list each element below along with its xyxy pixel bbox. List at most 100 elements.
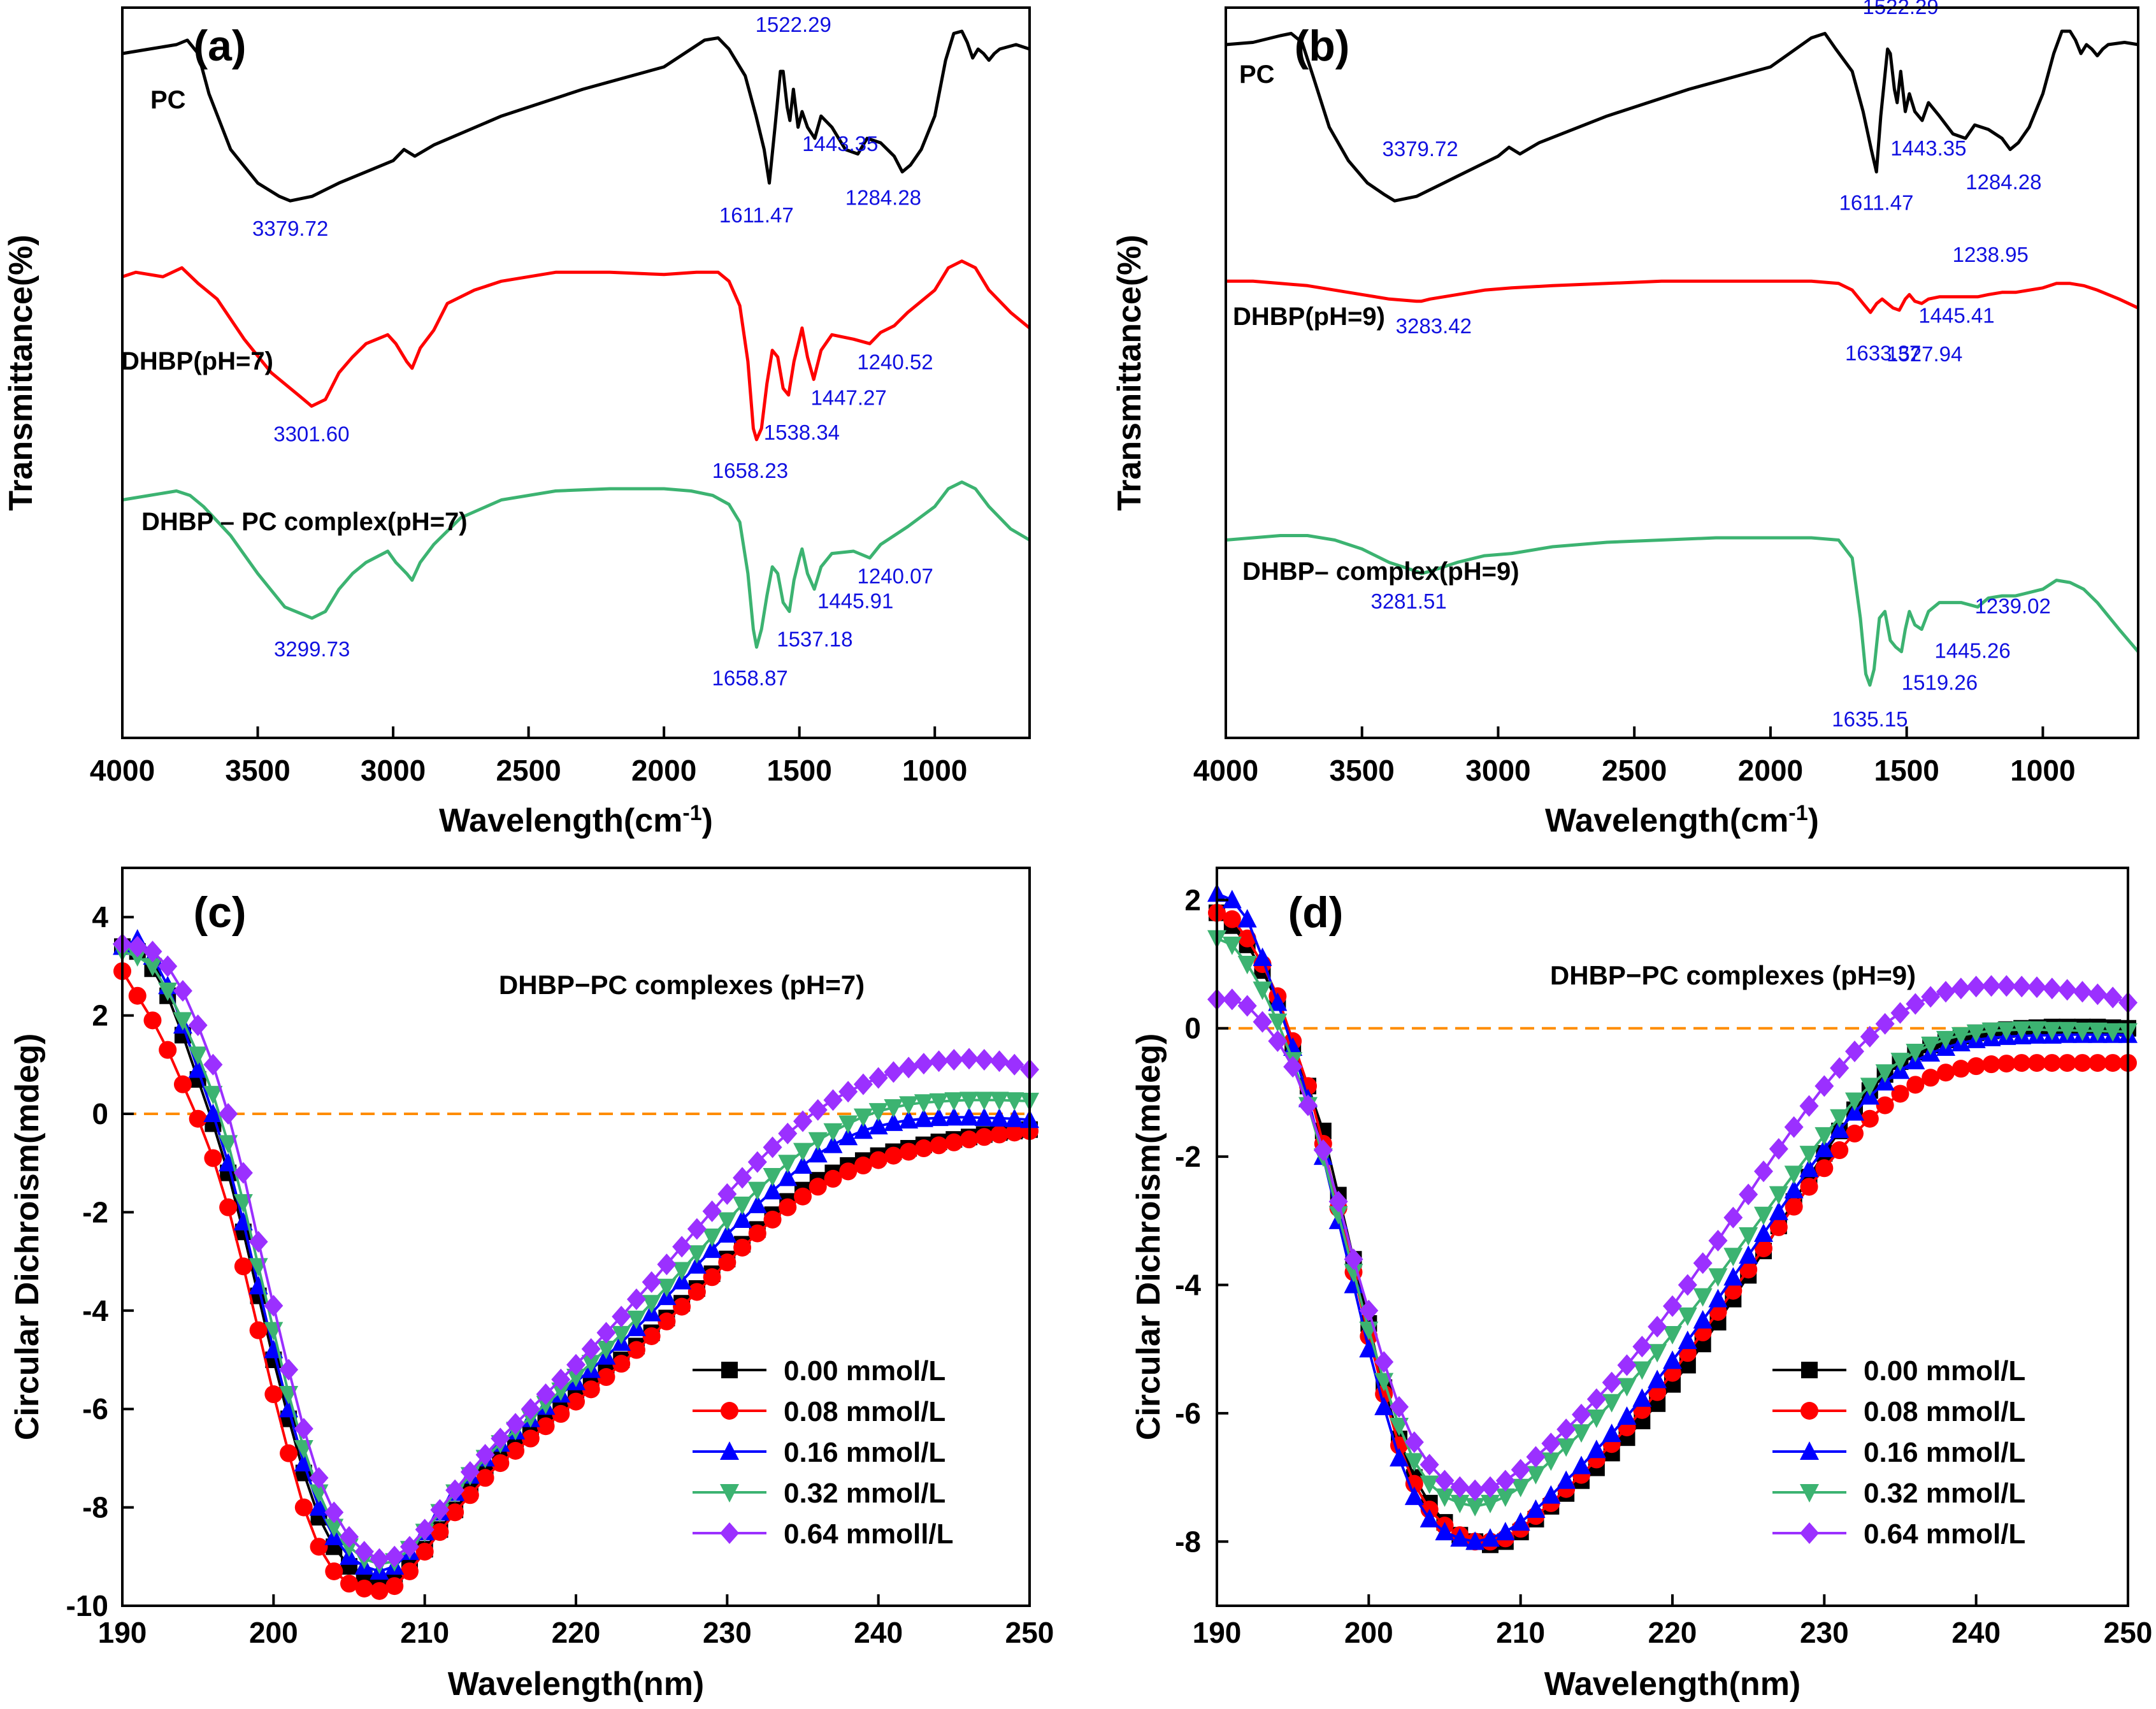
panel-d-data-point — [1739, 1260, 1758, 1279]
panel-d-legend-label: 0.00 mmol/L — [1864, 1355, 2025, 1387]
panel-c-data-point — [581, 1355, 601, 1374]
panel-c-data-point — [173, 980, 192, 1002]
panel-d-data-point — [1723, 1206, 1743, 1229]
panel-c-data-point — [446, 1503, 464, 1522]
panel-b-series-label: DHBP(pH=9) — [1233, 303, 1385, 331]
panel-a-series-line — [122, 259, 1031, 442]
panel-d-data-point — [1268, 992, 1288, 1011]
panel-d-data-point — [1602, 1371, 1621, 1394]
panel-d-data-point — [1967, 1057, 1985, 1076]
panel-d-data-point — [1556, 1418, 1576, 1441]
panel-c-data-point — [884, 1112, 903, 1131]
panel-c-data-point — [612, 1355, 631, 1373]
panel-c-xtick-label: 190 — [98, 1616, 147, 1649]
panel-b-peak-label: 1522.29 — [1862, 0, 1938, 18]
panel-d-data-point — [1739, 1245, 1758, 1264]
panel-c-data-point — [989, 1050, 1009, 1072]
panel-c-data-point — [869, 1151, 888, 1169]
panel-c-data-point — [747, 1194, 767, 1213]
panel-d-data-point — [1586, 1439, 1606, 1459]
panel-d-data-point — [1465, 1479, 1485, 1501]
panel-d-data-point — [1981, 975, 2001, 997]
panel-d-data-point — [1815, 1159, 1834, 1178]
panel-c-xtick-label: 200 — [249, 1616, 298, 1649]
panel-d-data-point — [1526, 1466, 1546, 1485]
panel-c-data-point — [521, 1429, 540, 1448]
panel-c-data-point — [203, 1104, 223, 1122]
panel-c-data-point — [626, 1310, 646, 1329]
panel-d-data-point — [2088, 1022, 2108, 1041]
panel-c-data-point — [687, 1283, 706, 1301]
panel-c-data-point — [793, 1110, 812, 1132]
panel-d-data-point — [1982, 1055, 2001, 1074]
panel-d-data-point — [2027, 1021, 2046, 1040]
panel-a-peak-label: 1658.87 — [712, 667, 788, 690]
panel-a-peak-label: 3301.60 — [273, 422, 349, 445]
panel-d-data-point — [1223, 910, 1241, 928]
panel-c-data-point — [673, 1297, 691, 1316]
panel-d-data-point — [1784, 1165, 1804, 1185]
panel-c-data-point — [491, 1427, 510, 1450]
panel-c-data-point — [248, 1230, 268, 1253]
panel-c-data-point — [324, 1518, 344, 1538]
panel-d-data-point — [1891, 1085, 1909, 1103]
panel-c-legend: 0.00 mmol/L 0.08 mmol/L 0.16 mmol/L 0.32 mm… — [693, 1355, 954, 1550]
panel-d-data-point — [1799, 1146, 1819, 1165]
panel-d-legend-marker — [1800, 1484, 1819, 1503]
panel-d-data-point — [1602, 1424, 1621, 1443]
panel-c-data-point — [702, 1229, 722, 1247]
panel-d-data-point — [2042, 977, 2062, 1000]
panel-d-data-point — [1526, 1499, 1546, 1518]
panel-d-data-point — [1723, 1248, 1743, 1267]
panel-d-data-point — [1815, 1075, 1834, 1097]
panel-c-data-point — [430, 1499, 450, 1521]
panel-c-data-point — [808, 1132, 828, 1151]
panel-c-data-point — [340, 1525, 359, 1548]
panel-c-data-point — [188, 1014, 208, 1037]
panel-a-x-axis-label: Wavelength(cm-1) — [439, 801, 713, 839]
panel-d-data-point — [1435, 1522, 1455, 1541]
panel-a-xtick-label: 1000 — [902, 754, 967, 787]
panel-c-data-point — [838, 1127, 858, 1146]
panel-b-peak-label: 3379.72 — [1382, 137, 1458, 161]
panel-d-data-point — [1755, 1239, 1772, 1258]
panel-d-data-point — [1739, 1227, 1758, 1246]
panel-c-data-point — [566, 1369, 586, 1388]
panel-d-data-point — [2088, 1054, 2107, 1072]
panel-c-data-point — [188, 1059, 208, 1078]
panel-a-x-axis-label-close: ) — [702, 802, 713, 839]
panel-d-letter: (d) — [1288, 888, 1344, 937]
panel-c-data-point — [733, 1167, 752, 1189]
panel-d-data-point — [2027, 976, 2046, 999]
panel-c-data-point — [778, 1122, 798, 1144]
panel-b-peak-label: 1633.37 — [1845, 341, 1921, 364]
panel-c-data-point — [914, 1053, 933, 1075]
panel-b-peak-label: 1445.41 — [1918, 303, 1994, 327]
panel-c-data-point — [399, 1536, 419, 1558]
panel-c-data-point — [808, 1099, 828, 1121]
panel-c-data-point — [989, 1092, 1009, 1111]
panel-c-data-point — [717, 1183, 737, 1205]
panel-c-data-point — [597, 1368, 615, 1387]
panel-d-data-point — [1481, 1476, 1500, 1498]
panel-a: PC 3379.72 1611.47 1522.29 1443.35 1284.28 DHB… — [3, 6, 1031, 839]
panel-c-data-point — [219, 1103, 238, 1125]
panel-d-legend-label: 0.08 mmol/L — [1864, 1396, 2025, 1427]
panel-c-data-point — [551, 1382, 571, 1401]
panel-c-xtick-label: 220 — [552, 1616, 601, 1649]
panel-c-y-axis-label: Circular Dichroism(mdeg) — [9, 1034, 46, 1441]
panel-d-data-point — [1860, 1025, 1879, 1048]
panel-d-data-point — [1875, 1064, 1895, 1083]
panel-d-data-point — [1845, 1040, 1864, 1062]
panel-c-data-point — [264, 1295, 284, 1317]
panel-d-data-point — [1724, 1281, 1743, 1300]
panel-a-peak-label: 1522.29 — [756, 13, 831, 36]
panel-b-x-axis-label-sup: -1 — [1788, 801, 1807, 825]
panel-d-data-point — [1678, 1330, 1697, 1350]
panel-b-peak-label: 1443.35 — [1890, 136, 1966, 160]
panel-a-peak-label: 1658.23 — [712, 459, 788, 482]
panel-c-ytick-label: -4 — [82, 1294, 108, 1327]
panel-c-data-point — [612, 1325, 631, 1345]
panel-d-data-point — [1754, 1160, 1773, 1183]
